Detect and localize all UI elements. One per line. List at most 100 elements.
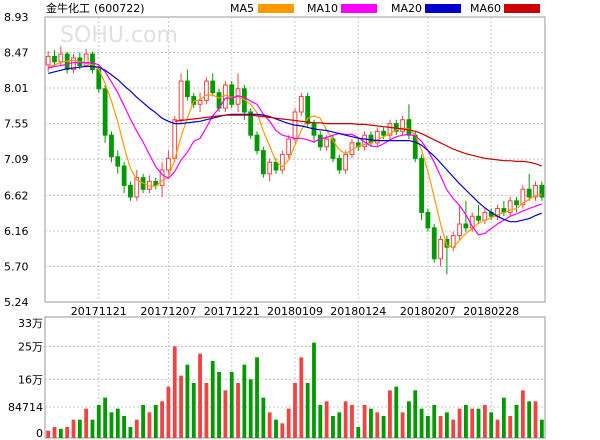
volume-bar xyxy=(426,416,430,438)
legend-swatch-ma20 xyxy=(425,4,461,13)
stock-code: (600722) xyxy=(94,2,145,15)
legend: MA5 MA10 MA20 MA60 xyxy=(230,2,540,15)
candle-up xyxy=(298,96,304,113)
candle-up xyxy=(400,119,405,132)
date-label: 20171207 xyxy=(140,305,196,318)
candle-up xyxy=(197,99,203,105)
volume-bar xyxy=(77,419,82,438)
volume-bar xyxy=(204,383,209,438)
volume-bar xyxy=(52,427,57,438)
candle-up xyxy=(203,80,209,101)
candle-down xyxy=(305,96,311,125)
volume-bar xyxy=(191,383,196,438)
volume-bar xyxy=(223,390,228,438)
candle-up xyxy=(45,55,51,66)
volume-bar xyxy=(236,383,240,438)
volume-ytick: 84714 xyxy=(8,401,43,414)
candle-down xyxy=(476,215,481,221)
volume-bar xyxy=(324,401,329,438)
volume-bar xyxy=(293,383,297,438)
candle-up xyxy=(134,177,140,198)
candle-down xyxy=(248,111,254,136)
volume-bar xyxy=(343,401,348,438)
price-ytick: 7.55 xyxy=(4,118,29,131)
legend-label-ma5: MA5 xyxy=(230,2,254,15)
volume-bar xyxy=(103,397,108,438)
price-ytick: 7.09 xyxy=(4,153,29,166)
volume-bar xyxy=(400,412,405,438)
volume-bar xyxy=(280,423,285,438)
volume-bar xyxy=(445,412,449,438)
candle-down xyxy=(260,150,266,175)
ma-line-ma10 xyxy=(48,62,543,236)
candle-down xyxy=(254,134,260,152)
candle-down xyxy=(115,156,121,167)
volume-bar xyxy=(438,416,443,438)
volume-bar xyxy=(305,383,310,438)
candle-up xyxy=(159,169,165,186)
candle-up xyxy=(286,138,292,155)
date-label: 20180109 xyxy=(267,305,323,318)
candle-down xyxy=(128,184,133,198)
volume-bar xyxy=(388,390,392,438)
candle-down xyxy=(273,161,279,171)
legend-label-ma10: MA10 xyxy=(307,2,338,15)
volume-bar xyxy=(210,361,215,438)
volume-ytick: 0 xyxy=(36,427,43,440)
volume-bar xyxy=(109,412,114,438)
candle-down xyxy=(336,157,342,171)
candle-down xyxy=(52,55,57,63)
volume-bar xyxy=(153,405,158,438)
volume-ytick: 16万 xyxy=(18,373,43,386)
ma-line-ma60 xyxy=(174,114,543,167)
candle-down xyxy=(514,200,519,206)
volume-bar xyxy=(134,419,139,438)
date-label: 20180207 xyxy=(400,305,456,318)
volume-bar xyxy=(482,405,487,438)
volume-bar xyxy=(115,408,120,438)
volume-bar xyxy=(470,408,475,438)
candle-down xyxy=(90,53,95,71)
volume-bar xyxy=(318,405,323,438)
ma-lines xyxy=(47,59,543,248)
candle-up xyxy=(71,57,76,71)
volume-bar xyxy=(267,412,272,438)
volume-bar xyxy=(451,419,456,438)
candle-down xyxy=(355,142,361,148)
volume-bar xyxy=(508,416,513,438)
volume-bar xyxy=(255,357,259,438)
candle-up xyxy=(172,119,178,159)
legend-swatch-ma60 xyxy=(504,4,540,13)
candle-up xyxy=(267,161,273,175)
price-ytick: 8.47 xyxy=(4,47,29,60)
volume-bar xyxy=(261,397,266,438)
candle-down xyxy=(185,80,190,98)
candle-up xyxy=(520,188,526,206)
candle-down xyxy=(406,119,412,136)
candle-down xyxy=(102,88,108,136)
volume-bar xyxy=(71,419,76,438)
volume-bar xyxy=(172,346,177,438)
volume-bar xyxy=(46,430,51,438)
volume-bar xyxy=(122,416,127,438)
candle-up xyxy=(507,200,513,213)
candle-up xyxy=(457,223,462,237)
volume-bar xyxy=(362,405,367,438)
candle-down xyxy=(229,84,235,105)
candle-up xyxy=(58,53,64,63)
volume-ytick: 33万 xyxy=(18,317,43,330)
candles xyxy=(45,46,545,275)
volume-bar xyxy=(299,357,304,438)
candle-down xyxy=(526,188,532,198)
volume-bar xyxy=(407,401,411,438)
stock-title: 金牛化工 xyxy=(46,1,90,15)
volume-bar xyxy=(520,390,525,438)
legend-label-ma60: MA60 xyxy=(470,2,501,15)
volume-bar xyxy=(166,386,171,438)
candle-up xyxy=(279,153,285,171)
volume-bar xyxy=(457,408,462,438)
candle-up xyxy=(343,153,349,171)
date-label: 20180124 xyxy=(330,305,386,318)
candle-up xyxy=(533,184,538,198)
volume-bar xyxy=(160,401,164,438)
